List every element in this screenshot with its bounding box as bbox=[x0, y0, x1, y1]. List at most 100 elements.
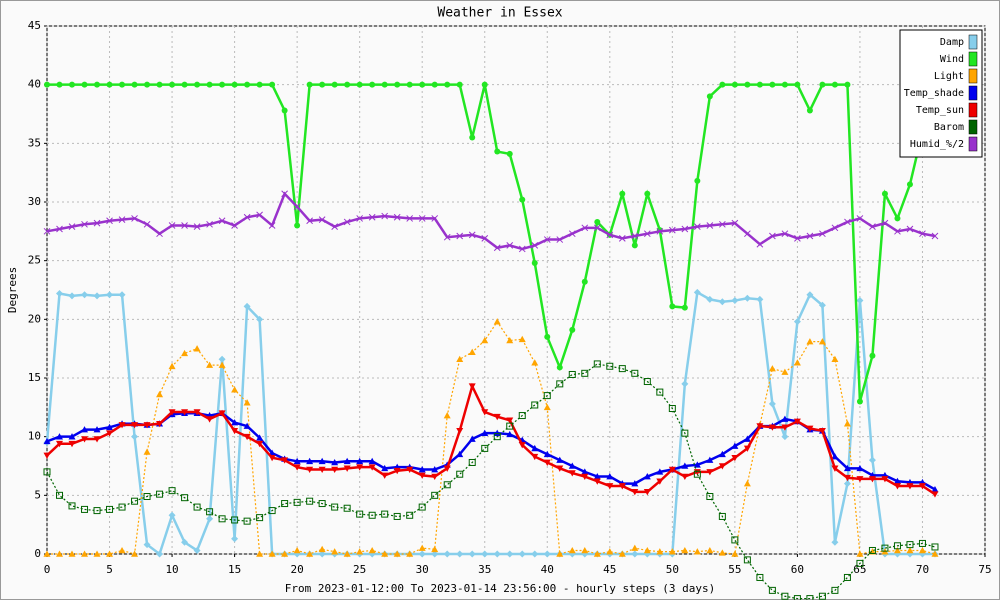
point bbox=[756, 423, 764, 430]
point bbox=[444, 81, 451, 88]
point bbox=[431, 550, 439, 558]
point bbox=[131, 497, 139, 505]
point bbox=[406, 81, 413, 88]
point bbox=[119, 81, 126, 88]
point bbox=[531, 550, 539, 558]
point bbox=[744, 230, 751, 238]
point bbox=[118, 291, 126, 299]
point bbox=[731, 536, 739, 544]
point bbox=[569, 326, 576, 333]
point bbox=[768, 400, 776, 408]
point bbox=[293, 457, 301, 465]
point bbox=[306, 457, 314, 465]
point bbox=[106, 291, 114, 299]
point bbox=[256, 211, 263, 219]
point bbox=[643, 473, 651, 480]
point bbox=[581, 224, 589, 232]
point bbox=[431, 473, 439, 481]
point bbox=[168, 409, 176, 416]
point bbox=[93, 550, 101, 557]
point bbox=[681, 546, 689, 554]
point bbox=[556, 236, 564, 243]
legend-swatch bbox=[968, 51, 978, 67]
point bbox=[743, 556, 751, 564]
point bbox=[443, 465, 451, 472]
point bbox=[893, 483, 901, 490]
point bbox=[806, 291, 814, 299]
point bbox=[781, 592, 789, 600]
point bbox=[743, 480, 751, 487]
series-line bbox=[47, 320, 936, 555]
legend-swatch bbox=[968, 34, 978, 50]
point bbox=[331, 503, 339, 511]
point bbox=[556, 465, 564, 472]
point bbox=[43, 452, 51, 459]
point bbox=[368, 511, 376, 519]
point bbox=[293, 546, 301, 554]
legend-swatch bbox=[968, 119, 978, 135]
point bbox=[306, 550, 314, 557]
plot-area bbox=[46, 25, 986, 555]
point bbox=[456, 81, 463, 88]
point bbox=[518, 335, 526, 343]
point bbox=[131, 550, 139, 557]
point bbox=[94, 81, 101, 88]
point bbox=[231, 386, 239, 393]
point bbox=[543, 459, 551, 466]
point bbox=[68, 502, 76, 510]
point bbox=[68, 223, 76, 230]
point bbox=[356, 215, 364, 222]
point bbox=[581, 369, 589, 377]
point bbox=[681, 473, 689, 481]
point bbox=[318, 545, 326, 553]
point bbox=[781, 368, 789, 375]
point bbox=[468, 383, 476, 390]
point bbox=[818, 338, 826, 345]
point bbox=[168, 511, 176, 519]
point bbox=[468, 348, 476, 355]
point bbox=[93, 292, 101, 300]
point bbox=[656, 468, 664, 475]
point bbox=[268, 222, 276, 229]
point bbox=[69, 81, 76, 88]
point bbox=[769, 232, 776, 240]
point bbox=[469, 134, 476, 141]
point bbox=[231, 535, 239, 543]
point bbox=[656, 227, 664, 235]
point bbox=[931, 543, 939, 551]
point bbox=[144, 81, 151, 88]
point bbox=[193, 223, 201, 230]
point bbox=[856, 476, 864, 483]
point bbox=[306, 466, 314, 474]
point bbox=[506, 417, 514, 424]
x-tick-label: 10 bbox=[165, 563, 178, 576]
y-tick-label: 25 bbox=[28, 254, 41, 267]
legend-box bbox=[899, 29, 983, 158]
point bbox=[806, 232, 814, 240]
point bbox=[118, 503, 126, 511]
series-line bbox=[46, 191, 936, 251]
point bbox=[169, 81, 176, 88]
point bbox=[806, 107, 813, 114]
point bbox=[431, 545, 439, 553]
series-line bbox=[46, 363, 936, 600]
point bbox=[694, 177, 701, 184]
point bbox=[806, 425, 814, 432]
point bbox=[618, 365, 626, 373]
point bbox=[731, 297, 739, 305]
point bbox=[543, 236, 551, 243]
point bbox=[556, 550, 564, 557]
point bbox=[293, 203, 301, 211]
point bbox=[281, 457, 289, 464]
point bbox=[206, 81, 213, 88]
point bbox=[81, 550, 89, 557]
point bbox=[181, 409, 189, 416]
point bbox=[906, 541, 914, 549]
point bbox=[356, 510, 364, 518]
point bbox=[106, 550, 114, 557]
point bbox=[506, 430, 514, 438]
point bbox=[431, 491, 439, 499]
point bbox=[156, 420, 164, 428]
point bbox=[218, 410, 226, 417]
point bbox=[406, 511, 414, 519]
